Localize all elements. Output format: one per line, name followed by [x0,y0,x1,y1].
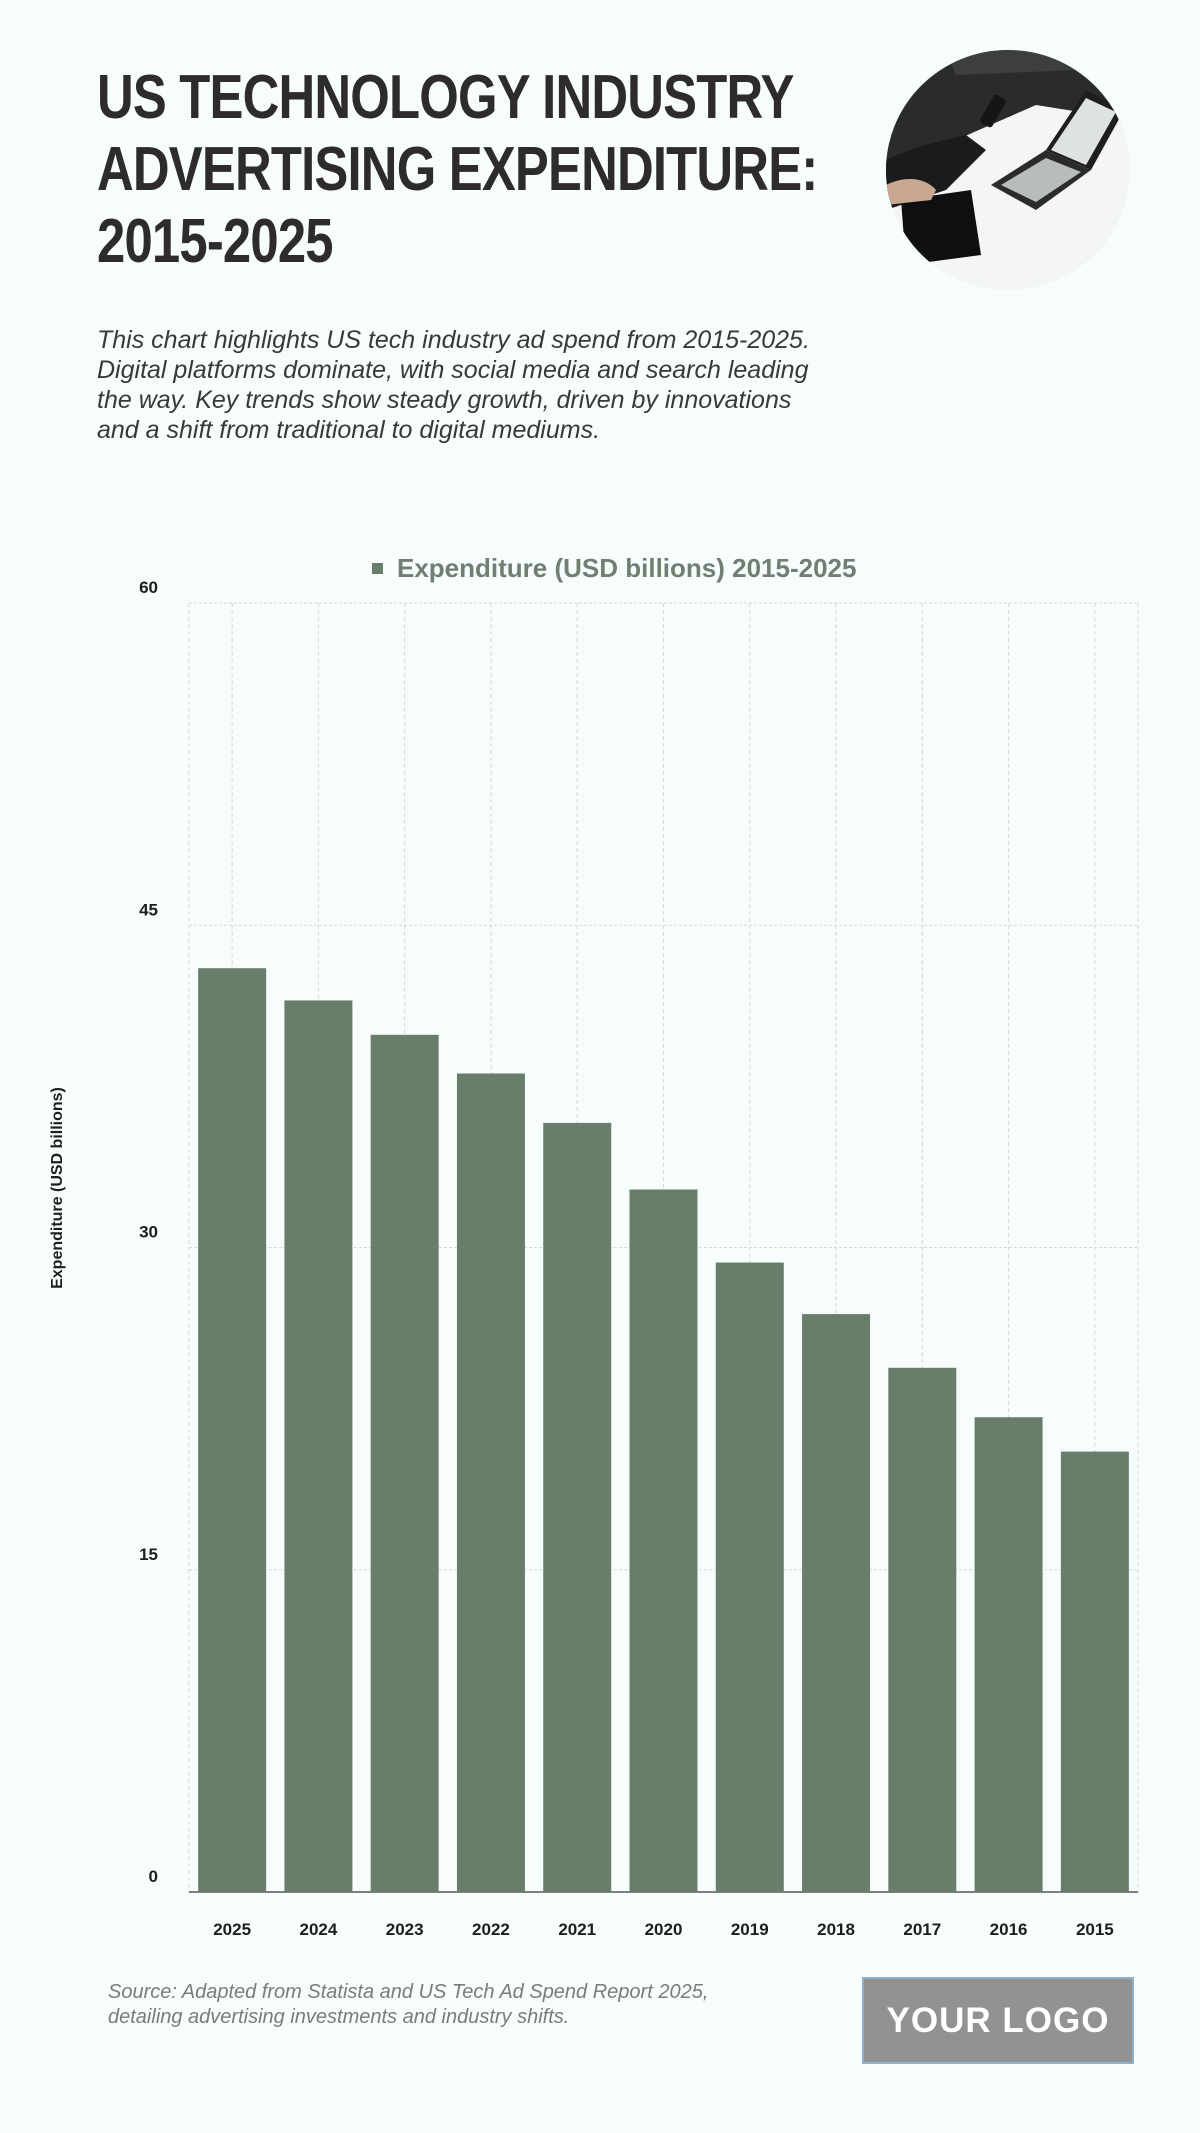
bar-2019 [715,1262,784,1892]
logo-placeholder: YOUR LOGO [862,1977,1134,2064]
bar-2024 [284,1000,353,1892]
x-tick-label: 2015 [1076,1920,1114,1939]
bar-2015 [1060,1451,1129,1892]
x-tick-label: 2021 [558,1920,596,1939]
source-note: Source: Adapted from Statista and US Tec… [108,1981,709,2028]
x-tick-label: 2020 [645,1920,683,1939]
bar-2021 [543,1122,612,1892]
x-tick-label: 2024 [299,1920,337,1939]
page-title: US TECHNOLOGY INDUSTRY ADVERTISING EXPEN… [97,62,818,278]
x-tick-label: 2025 [213,1920,251,1939]
x-axis-ticks: 2025 2024 2023 2022 2021 2020 2019 2018 2017 2016… [213,1920,1114,1939]
chart-description: This chart highlights US tech industry a… [97,326,810,444]
legend-label: Expenditure (USD billions) 2015-2025 [397,553,857,583]
bar-2025 [198,968,267,1892]
x-tick-label: 2017 [903,1920,941,1939]
y-tick-label: 60 [139,578,158,597]
y-tick-label: 30 [139,1223,158,1242]
x-tick-label: 2018 [817,1920,855,1939]
bar-2018 [802,1314,871,1892]
laptop-desk-photo-icon [886,50,1130,290]
y-axis-ticks: 0 15 30 45 60 [139,578,158,1886]
bar-2022 [456,1073,525,1892]
x-tick-label: 2023 [386,1920,424,1939]
y-tick-label: 15 [139,1545,158,1564]
title-line-1: US TECHNOLOGY INDUSTRY [97,63,794,132]
chart-bars [198,968,1129,1892]
x-tick-label: 2022 [472,1920,510,1939]
bar-2020 [629,1189,698,1892]
y-tick-label: 45 [139,900,158,919]
bar-2016 [974,1417,1043,1892]
legend-swatch [372,563,383,574]
title-line-3: 2015-2025 [97,207,334,276]
bar-2017 [888,1367,957,1892]
y-tick-label: 0 [149,1867,158,1886]
chart-legend: Expenditure (USD billions) 2015-2025 [372,553,856,584]
title-line-2: ADVERTISING EXPENDITURE: [97,135,818,204]
x-tick-label: 2019 [731,1920,769,1939]
bar-2023 [370,1034,439,1892]
x-tick-label: 2016 [990,1920,1028,1939]
